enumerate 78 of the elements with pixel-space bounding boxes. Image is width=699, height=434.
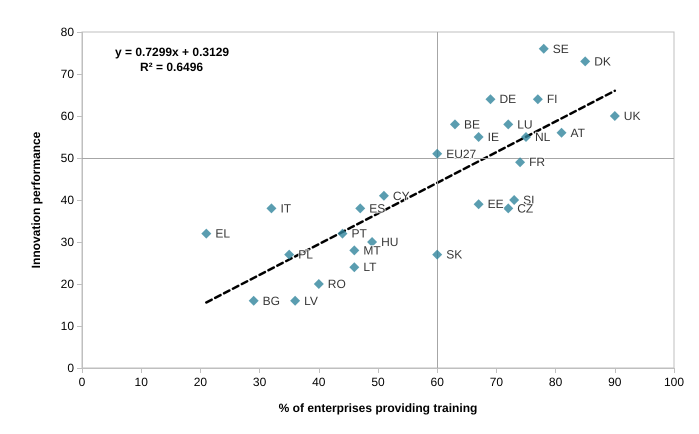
- point: [503, 203, 514, 214]
- x-tick-label: 30: [252, 375, 267, 389]
- data-label: BE: [464, 117, 480, 132]
- data-label: UK: [624, 109, 640, 123]
- y-tick-label: 80: [60, 25, 74, 39]
- data-label: EL: [215, 226, 230, 241]
- point: [474, 132, 484, 142]
- point: [201, 228, 212, 239]
- point: [355, 203, 366, 214]
- data-label: FI: [546, 92, 558, 106]
- point: [349, 245, 360, 256]
- x-axis-title: % of enterprises providing training: [278, 401, 478, 415]
- point: [349, 262, 360, 272]
- y-tick-label: 10: [60, 319, 74, 333]
- point: [485, 94, 496, 104]
- y-tick-label: 30: [60, 235, 74, 249]
- point: [580, 56, 590, 66]
- data-label: MT: [363, 243, 382, 258]
- data-label: RO: [328, 277, 346, 291]
- data-label: PL: [298, 248, 314, 262]
- x-tick-label: 10: [134, 375, 148, 389]
- annotation: y = 0.7299x + 0.3129: [115, 45, 230, 59]
- annotation: R² = 0.6496: [140, 60, 204, 74]
- point: [532, 94, 543, 104]
- point: [509, 195, 520, 205]
- y-tick-label: 50: [60, 151, 74, 165]
- data-label: LV: [304, 294, 318, 308]
- point: [521, 132, 531, 142]
- point: [284, 250, 294, 260]
- data-label: DK: [594, 54, 611, 68]
- x-tick-label: 50: [371, 375, 385, 389]
- y-tick-label: 0: [67, 361, 74, 375]
- x-tick-label: 0: [78, 375, 86, 389]
- data-label: LU: [517, 117, 533, 132]
- point: [556, 128, 567, 138]
- x-tick-label: 80: [548, 375, 563, 389]
- point: [515, 157, 526, 168]
- data-label: EE: [488, 197, 504, 212]
- data-label: AT: [570, 126, 586, 140]
- point: [248, 296, 259, 306]
- x-tick-label: 100: [664, 375, 684, 389]
- x-tick-label: 60: [430, 375, 444, 389]
- data-label: CY: [392, 188, 410, 203]
- point: [503, 119, 514, 130]
- data-label: BG: [262, 294, 280, 308]
- data-label: NL: [535, 130, 551, 144]
- data-label: HU: [381, 235, 398, 249]
- point: [610, 111, 620, 121]
- data-label: SK: [446, 248, 462, 262]
- point: [538, 44, 549, 54]
- point: [378, 190, 389, 201]
- data-label: LT: [363, 260, 378, 274]
- point: [266, 203, 276, 214]
- data-label: EU27: [446, 146, 477, 161]
- y-tick-label: 60: [60, 109, 74, 123]
- data-label: DE: [499, 92, 516, 106]
- data-label: IE: [488, 130, 499, 144]
- point: [432, 148, 442, 159]
- point: [290, 296, 300, 306]
- point: [450, 119, 460, 130]
- data-label: ES: [369, 201, 386, 216]
- y-axis-title: Innovation performance: [29, 131, 43, 268]
- point: [314, 279, 324, 289]
- x-tick-label: 90: [608, 375, 622, 389]
- x-tick-label: 40: [312, 375, 326, 389]
- data-label: SE: [552, 42, 569, 56]
- point: [367, 237, 378, 247]
- data-label: PT: [351, 226, 368, 241]
- y-tick-label: 40: [60, 193, 74, 207]
- x-tick-label: 70: [490, 375, 504, 389]
- data-label: IT: [280, 201, 292, 216]
- y-tick-label: 20: [60, 277, 74, 291]
- data-label: FR: [529, 155, 546, 170]
- x-tick-label: 20: [194, 375, 208, 389]
- point: [337, 228, 348, 239]
- y-tick-label: 70: [60, 67, 74, 81]
- point: [432, 250, 442, 260]
- point: [474, 199, 484, 210]
